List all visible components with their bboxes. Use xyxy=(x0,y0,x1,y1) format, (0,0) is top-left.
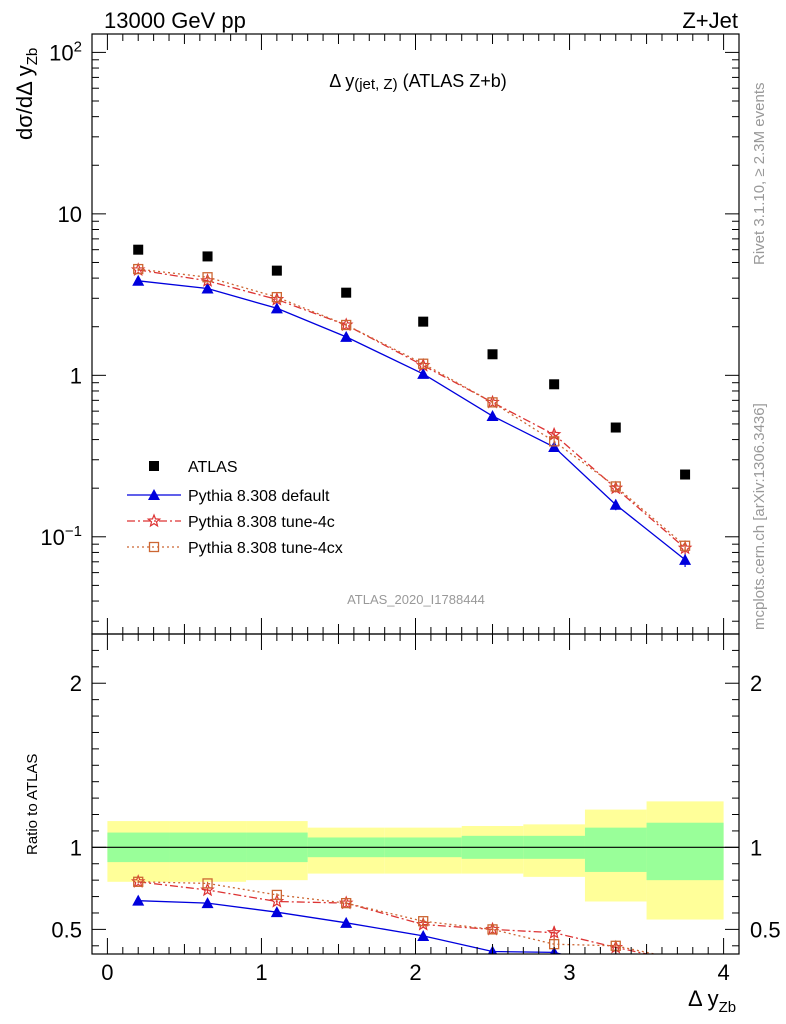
legend-label-tune4cx: Pythia 8.308 tune-4cx xyxy=(188,540,343,557)
default-marker xyxy=(417,368,429,379)
main-y-tick-label: 102 xyxy=(49,38,82,65)
ratio-y-tick-label-left: 0.5 xyxy=(51,917,82,942)
stat-band xyxy=(585,828,647,872)
tune4cx-marker xyxy=(681,956,690,965)
x-tick-label: 4 xyxy=(717,960,729,985)
atlas-marker xyxy=(549,379,559,389)
atlas-marker xyxy=(272,266,282,276)
atlas-marker xyxy=(341,288,351,298)
tune4c-line xyxy=(138,270,685,548)
stat-band xyxy=(647,823,724,880)
atlas-marker xyxy=(680,470,690,480)
plot-canvas: 13000 GeV pp Z+Jet 10210110−1 0.5 0.51 12 2… xyxy=(0,0,786,1024)
default-marker xyxy=(679,963,691,974)
atlas-marker xyxy=(203,251,213,261)
source-label: mcplots.cern.ch [arXiv:1306.3436] xyxy=(751,403,768,630)
default-marker xyxy=(679,554,691,565)
x-tick-label: 3 xyxy=(563,960,575,985)
atlas-marker xyxy=(488,349,498,359)
process-label: Z+Jet xyxy=(682,8,738,33)
legend-label-atlas: ATLAS xyxy=(188,459,238,476)
x-tick-label: 0 xyxy=(101,960,113,985)
atlas-marker xyxy=(611,423,621,433)
default-marker xyxy=(610,961,622,972)
atlas-marker xyxy=(133,245,143,255)
main-y-tick-label: 10 xyxy=(58,202,82,227)
x-tick-label: 1 xyxy=(255,960,267,985)
legend-label-default: Pythia 8.308 default xyxy=(188,488,330,505)
atlas-marker xyxy=(149,461,159,471)
default-ratio-line xyxy=(138,901,685,969)
default-marker xyxy=(132,895,144,906)
energy-label: 13000 GeV pp xyxy=(104,8,246,33)
ratio-y-tick-label-right: 0.5 xyxy=(750,917,781,942)
main-y-axis-title: dσ/dΔ yZb xyxy=(12,48,41,140)
default-marker xyxy=(487,410,499,421)
default-marker xyxy=(271,302,283,313)
default-marker xyxy=(132,275,144,286)
rivet-label: Rivet 3.1.10, ≥ 2.3M events xyxy=(751,83,768,266)
plot-title: Δ y(jet, Z) (ATLAS Z+b) xyxy=(329,71,507,93)
tune4c-marker xyxy=(679,956,690,967)
default-marker xyxy=(340,331,352,342)
ratio-y-tick-label-right: 1 xyxy=(750,835,762,860)
ratio-y-axis-title: Ratio to ATLAS xyxy=(24,754,41,855)
ratio-y-tick-label-right: 2 xyxy=(750,671,762,696)
main-y-tick-label: 10−1 xyxy=(40,523,82,550)
main-y-tick-label: 1 xyxy=(70,363,82,388)
atlas-marker xyxy=(418,317,428,327)
ratio-panel: 0.5 0.5 1 1 2 2 0 1 2 3 4 xyxy=(51,634,780,985)
legend-label-tune4c: Pythia 8.308 tune-4c xyxy=(188,514,335,531)
x-axis-title: Δ yZb xyxy=(688,986,736,1016)
ratio-y-tick-label-left: 1 xyxy=(70,835,82,860)
ratio-y-tick-label-left: 2 xyxy=(70,671,82,696)
main-panel: 102 10 1 10−1 xyxy=(40,34,739,634)
x-tick-label: 2 xyxy=(409,960,421,985)
legend: ATLAS Pythia 8.308 default Pythia 8.308 tu… xyxy=(127,459,343,557)
ratio-panel-frame xyxy=(92,634,739,954)
analysis-label: ATLAS_2020_I1788444 xyxy=(347,592,485,607)
